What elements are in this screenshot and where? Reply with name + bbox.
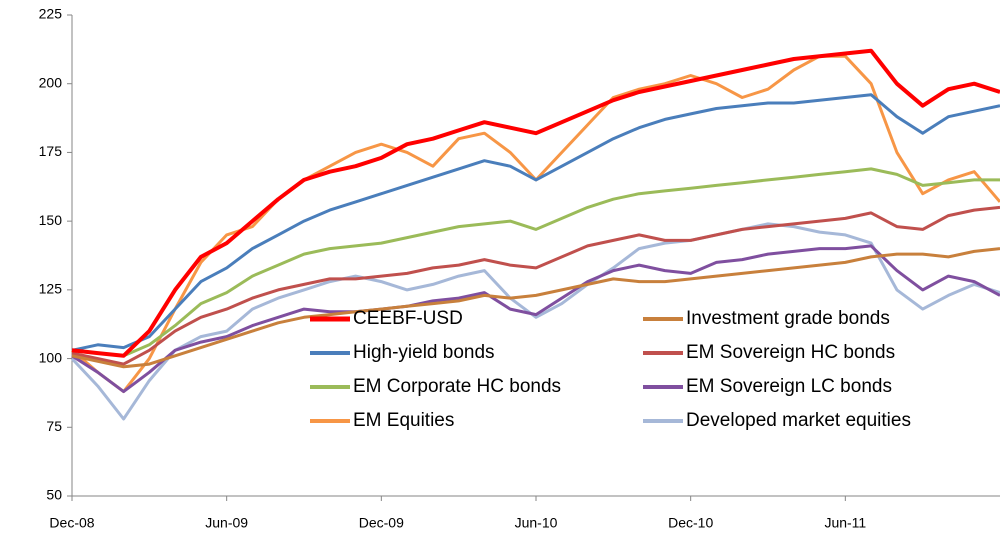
y-tick-label: 75	[46, 418, 62, 434]
x-tick-label: Dec-08	[49, 515, 94, 531]
y-tick-label: 50	[46, 487, 62, 503]
legend-label: Investment grade bonds	[686, 308, 890, 329]
legend-label: EM Sovereign HC bonds	[686, 342, 895, 363]
series-line	[71, 244, 1000, 394]
legend-label: EM Corporate HC bonds	[353, 376, 561, 397]
y-tick-label: 225	[39, 6, 63, 22]
legend-label: EM Sovereign LC bonds	[686, 376, 892, 397]
series-line	[71, 48, 1000, 358]
x-tick-label: Jun-11	[824, 515, 866, 531]
x-tick-label: Dec-09	[359, 515, 404, 531]
y-tick-label: 100	[39, 349, 63, 365]
x-tick-label: Dec-10	[668, 515, 713, 531]
y-tick-label: 175	[39, 143, 63, 159]
legend-label: EM Equities	[353, 410, 454, 431]
series-line	[71, 247, 1000, 369]
legend-label: CEEBF-USD	[353, 308, 463, 329]
y-tick-label: 200	[39, 74, 63, 90]
series-line	[71, 205, 1000, 366]
series-line	[71, 167, 1000, 358]
series-line	[70, 222, 1000, 421]
y-tick-label: 125	[39, 281, 63, 297]
y-tick-label: 150	[39, 212, 63, 228]
legend-label: Developed market equities	[686, 410, 911, 431]
x-tick-label: Jun-09	[205, 515, 248, 531]
legend-label: High-yield bonds	[353, 342, 495, 363]
series-line	[71, 93, 1000, 352]
x-tick-label: Jun-10	[515, 515, 558, 531]
